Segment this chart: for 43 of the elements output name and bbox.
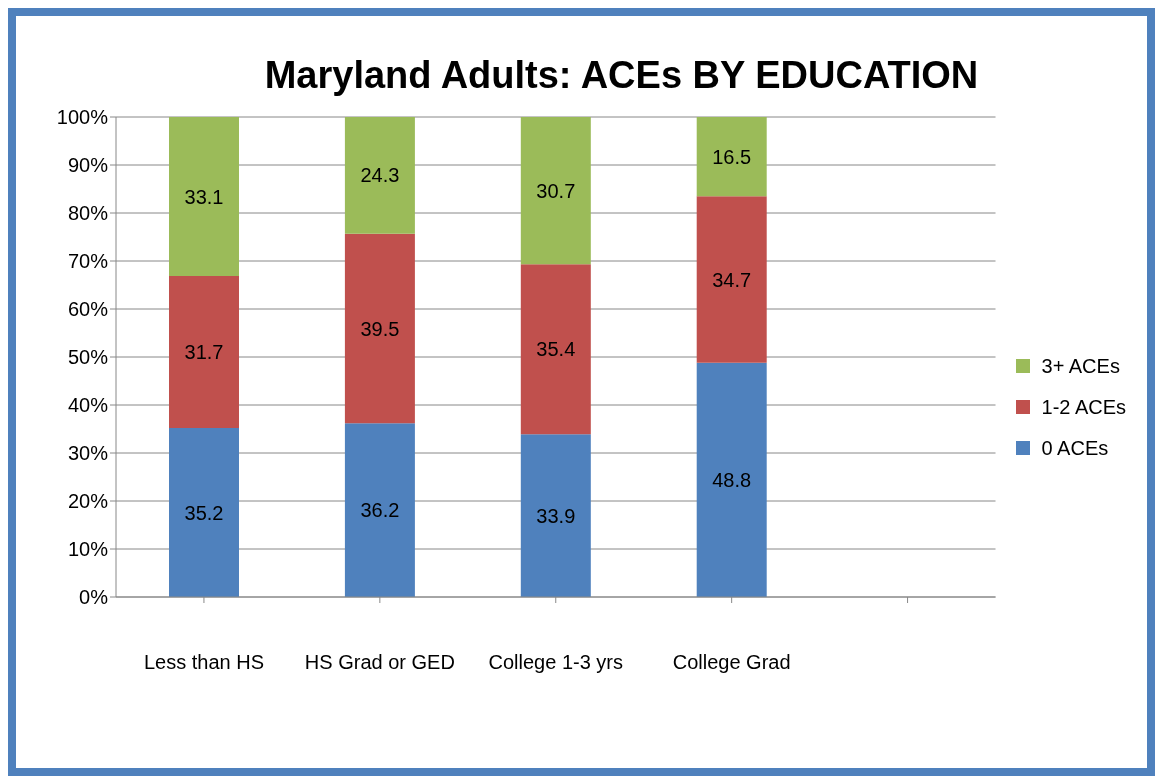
- data-label: 48.8: [712, 468, 752, 491]
- bar: [520, 264, 591, 435]
- y-tick-label: 20%: [67, 490, 109, 513]
- bar: [696, 196, 767, 363]
- bar: [344, 423, 415, 597]
- bar: [169, 428, 239, 597]
- y-tick-label: 10%: [67, 538, 109, 561]
- y-tick-label: 90%: [67, 154, 109, 177]
- bar: [520, 434, 591, 597]
- bar: [696, 362, 767, 597]
- bar: [696, 117, 767, 197]
- data-label: 16.5: [712, 145, 752, 168]
- x-tick-label: College 1-3 yrs: [488, 651, 624, 674]
- data-label: 34.7: [712, 268, 752, 291]
- y-tick-label: 0%: [79, 586, 109, 609]
- data-label: 39.5: [360, 317, 400, 340]
- x-tick-label: Less than HS: [143, 651, 264, 674]
- y-tick-label: 80%: [67, 202, 109, 225]
- data-label: 36.2: [360, 499, 400, 522]
- y-tick-label: 60%: [67, 298, 109, 321]
- legend-label: 0 ACEs: [1041, 436, 1109, 460]
- bar: [520, 117, 591, 265]
- x-tick-label: College Grad: [672, 651, 791, 674]
- data-label: 24.3: [360, 164, 400, 187]
- bar: [169, 117, 239, 276]
- y-tick-label: 50%: [67, 346, 109, 369]
- bar: [344, 117, 415, 234]
- x-tick-label: HS Grad or GED: [304, 651, 455, 674]
- bar: [169, 275, 239, 429]
- legend-label: 3+ ACEs: [1041, 354, 1120, 378]
- chart-title: Maryland Adults: ACEs BY EDUCATION: [263, 54, 980, 97]
- bar: [344, 233, 415, 424]
- data-label: 35.4: [536, 338, 576, 361]
- data-label: 35.2: [184, 501, 224, 524]
- data-label: 33.1: [184, 185, 224, 208]
- y-tick-label: 30%: [67, 442, 109, 465]
- y-tick-label: 40%: [67, 394, 109, 417]
- y-tick-label: 100%: [56, 106, 109, 129]
- data-label: 31.7: [184, 341, 224, 364]
- data-label: 30.7: [536, 179, 576, 202]
- legend-label: 1-2 ACEs: [1041, 395, 1126, 419]
- data-label: 33.9: [536, 504, 576, 527]
- y-tick-label: 70%: [67, 250, 109, 273]
